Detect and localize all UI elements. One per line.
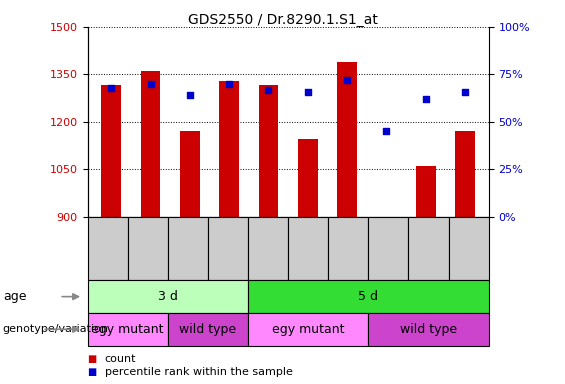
Text: egy mutant: egy mutant bbox=[92, 323, 164, 336]
Point bbox=[225, 81, 234, 87]
Text: genotype/variation: genotype/variation bbox=[3, 324, 109, 334]
Bar bbox=[259, 86, 279, 217]
Point bbox=[382, 128, 391, 134]
Text: ■: ■ bbox=[88, 367, 97, 377]
Text: 3 d: 3 d bbox=[158, 290, 178, 303]
Bar bbox=[180, 131, 199, 217]
Bar bbox=[219, 81, 239, 217]
Bar bbox=[101, 86, 121, 217]
Point bbox=[421, 96, 431, 102]
Bar bbox=[298, 139, 318, 217]
Text: ■: ■ bbox=[88, 354, 97, 364]
Bar bbox=[455, 131, 475, 217]
Point bbox=[342, 77, 351, 83]
Point bbox=[185, 92, 194, 98]
Text: count: count bbox=[105, 354, 136, 364]
Text: wild type: wild type bbox=[400, 323, 457, 336]
Point bbox=[264, 86, 273, 93]
Text: 5 d: 5 d bbox=[358, 290, 379, 303]
Bar bbox=[141, 71, 160, 217]
Point bbox=[146, 81, 155, 87]
Point bbox=[460, 88, 470, 94]
Text: percentile rank within the sample: percentile rank within the sample bbox=[105, 367, 293, 377]
Bar bbox=[416, 166, 436, 217]
Text: age: age bbox=[3, 290, 27, 303]
Text: wild type: wild type bbox=[179, 323, 237, 336]
Point bbox=[303, 88, 312, 94]
Text: GDS2550 / Dr.8290.1.S1_at: GDS2550 / Dr.8290.1.S1_at bbox=[188, 13, 377, 27]
Point bbox=[107, 84, 116, 91]
Text: egy mutant: egy mutant bbox=[272, 323, 345, 336]
Bar bbox=[337, 62, 357, 217]
